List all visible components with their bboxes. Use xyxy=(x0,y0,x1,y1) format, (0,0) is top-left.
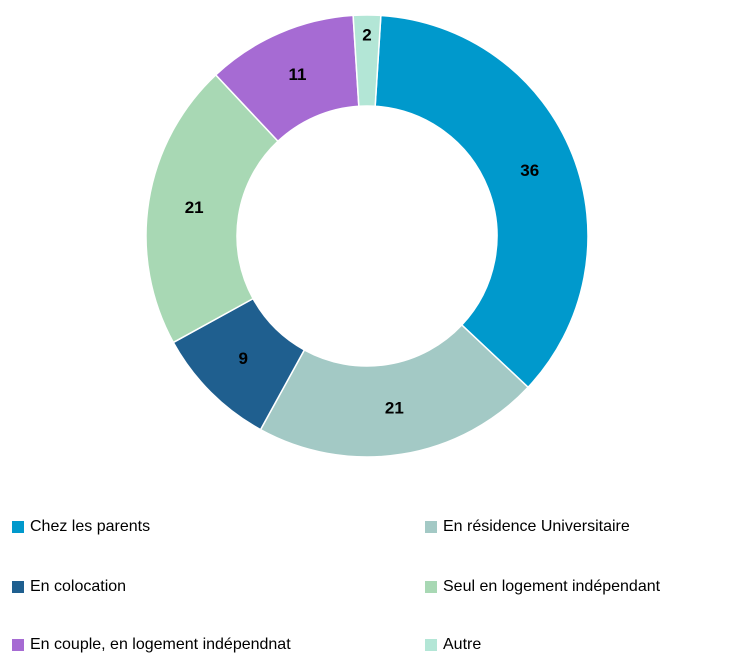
donut-slice xyxy=(259,323,530,458)
legend-swatch xyxy=(425,581,437,593)
legend-swatch xyxy=(12,639,24,651)
legend-label: Autre xyxy=(443,636,481,653)
legend-swatch xyxy=(12,581,24,593)
data-label: 11 xyxy=(289,65,307,84)
legend-label: Seul en logement indépendant xyxy=(443,578,661,595)
legend-label: En couple, en logement indépendnat xyxy=(30,636,291,653)
donut-slice xyxy=(374,14,589,389)
legend-label: Chez les parents xyxy=(30,518,150,535)
legend-label: En résidence Universitaire xyxy=(443,518,630,535)
donut-slice xyxy=(352,14,382,108)
legend-swatch xyxy=(425,521,437,533)
data-label: 2 xyxy=(362,25,371,44)
legend-swatch xyxy=(425,639,437,651)
data-label: 36 xyxy=(520,161,539,180)
legend-swatch xyxy=(12,521,24,533)
donut-slice xyxy=(145,73,280,344)
legend-label: En colocation xyxy=(30,578,126,595)
data-label: 21 xyxy=(185,198,204,217)
data-label: 9 xyxy=(239,349,248,368)
data-label: 21 xyxy=(385,398,404,417)
